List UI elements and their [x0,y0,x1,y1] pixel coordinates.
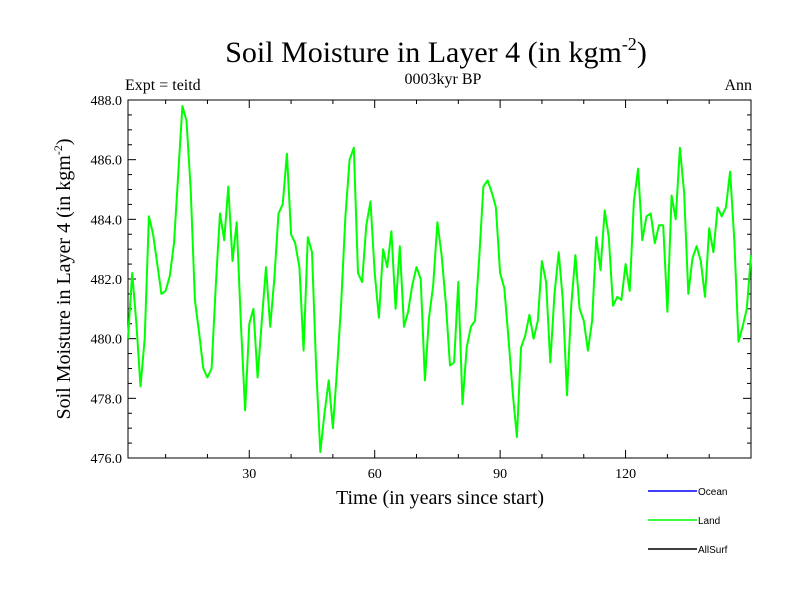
legend-label-land: Land [698,516,720,527]
plot-frame [127,99,752,459]
y-tick-label: 476.0 [91,452,123,467]
subtitle-right: Ann [724,77,752,94]
subtitle-left: Expt = teitd [125,77,201,94]
y-axis-label-exponent: -2 [51,145,65,155]
legend-label-allsurf: AllSurf [698,545,728,556]
y-tick-label: 480.0 [91,333,123,348]
x-axis-ticks: 30 60 90 120 [165,100,710,482]
y-tick-label: 488.0 [91,94,123,109]
chart-title: Soil Moisture in Layer 4 (in kgm-2) [225,34,647,69]
chart-title-exponent: -2 [622,34,637,54]
x-tick-label: 60 [368,467,382,482]
x-tick-label: 120 [615,467,636,482]
y-axis-label: Soil Moisture in Layer 4 (in kgm-2) [51,138,75,419]
legend-label-ocean: Ocean [698,487,727,498]
series-line-land [127,105,752,453]
legend: Ocean Land AllSurf [648,487,728,556]
y-tick-label: 486.0 [91,154,123,169]
subtitle-center: 0003kyr BP [405,71,482,88]
x-tick-label: 90 [493,467,507,482]
series-layer [127,105,752,453]
x-axis-label: Time (in years since start) [336,487,544,509]
x-tick-label: 30 [242,467,256,482]
y-tick-label: 484.0 [91,213,123,228]
y-tick-label: 482.0 [91,273,123,288]
y-tick-label: 478.0 [91,392,123,407]
y-axis-ticks: 476.0 478.0 480.0 482.0 484.0 486.0 488.0 [91,94,751,467]
